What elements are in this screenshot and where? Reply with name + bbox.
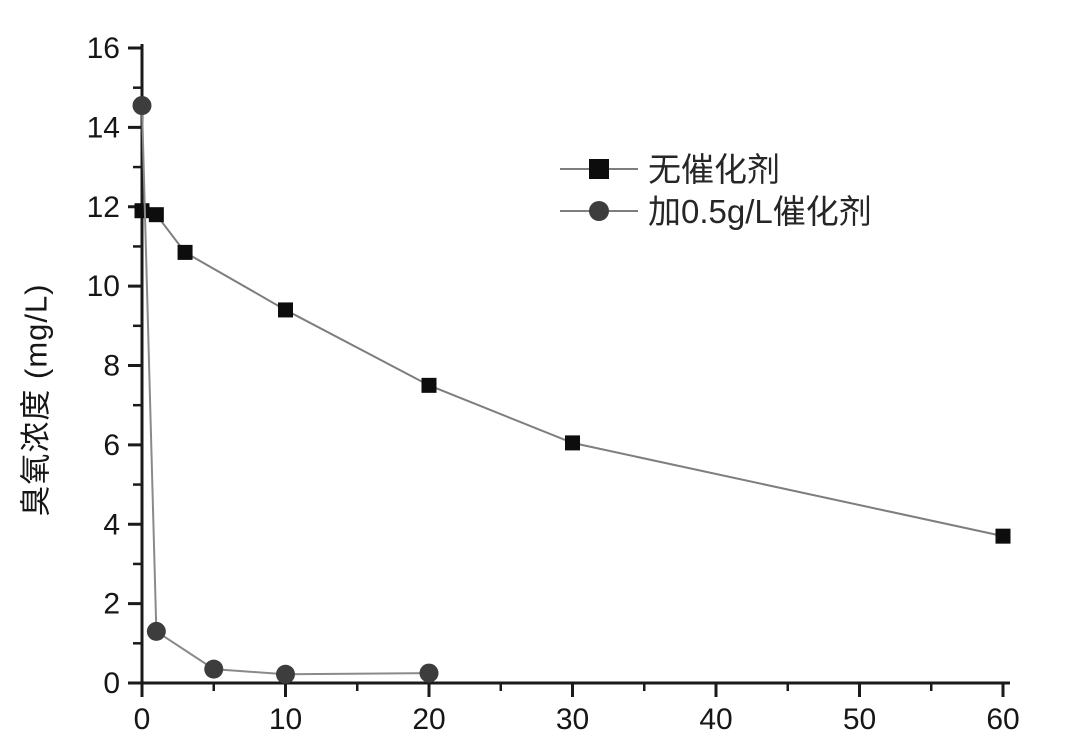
square-marker-icon (589, 159, 609, 179)
y-tick-label: 8 (103, 350, 120, 383)
y-tick-label: 6 (103, 429, 120, 462)
x-tick-label: 10 (269, 703, 302, 736)
data-point-circle (146, 621, 166, 641)
data-point-circle (276, 664, 295, 684)
data-point-square (148, 207, 164, 223)
x-tick-label: 0 (134, 703, 151, 736)
x-tick-label: 40 (699, 703, 732, 736)
legend-item-catalyst: 加0.5g/L催化剂 (560, 190, 872, 232)
y-tick-label: 0 (103, 667, 120, 700)
legend-key-circle (560, 200, 638, 222)
data-point-square (565, 435, 580, 451)
data-point-square (177, 244, 193, 260)
data-point-circle (132, 96, 152, 116)
y-tick-label: 10 (87, 270, 120, 303)
x-tick-label: 60 (986, 703, 1019, 736)
y-tick-label: 16 (87, 32, 120, 65)
y-tick-label: 12 (87, 191, 120, 224)
data-point-square (134, 203, 150, 219)
circle-marker-icon (589, 201, 609, 221)
data-point-square (278, 302, 293, 318)
y-tick-label: 4 (103, 508, 120, 541)
data-point-circle (204, 659, 224, 679)
legend-key-square (560, 158, 638, 180)
legend-label-no-catalyst: 无催化剂 (648, 150, 780, 188)
legend-item-no-catalyst: 无催化剂 (560, 148, 872, 190)
series-line-1 (141, 105, 430, 676)
y-tick-label: 2 (103, 588, 120, 621)
data-point-square (995, 528, 1011, 544)
data-point-square (421, 377, 437, 393)
x-tick-label: 50 (843, 703, 876, 736)
data-point-circle (419, 663, 439, 683)
legend: 无催化剂 加0.5g/L催化剂 (560, 148, 872, 232)
y-tick-label: 14 (87, 111, 120, 144)
legend-label-catalyst: 加0.5g/L催化剂 (648, 192, 872, 230)
x-tick-label: 20 (412, 703, 445, 736)
series-line-0 (141, 209, 1004, 538)
x-tick-label: 30 (556, 703, 589, 736)
y-axis-title: 臭氧浓度 (mg/L) (18, 283, 54, 517)
